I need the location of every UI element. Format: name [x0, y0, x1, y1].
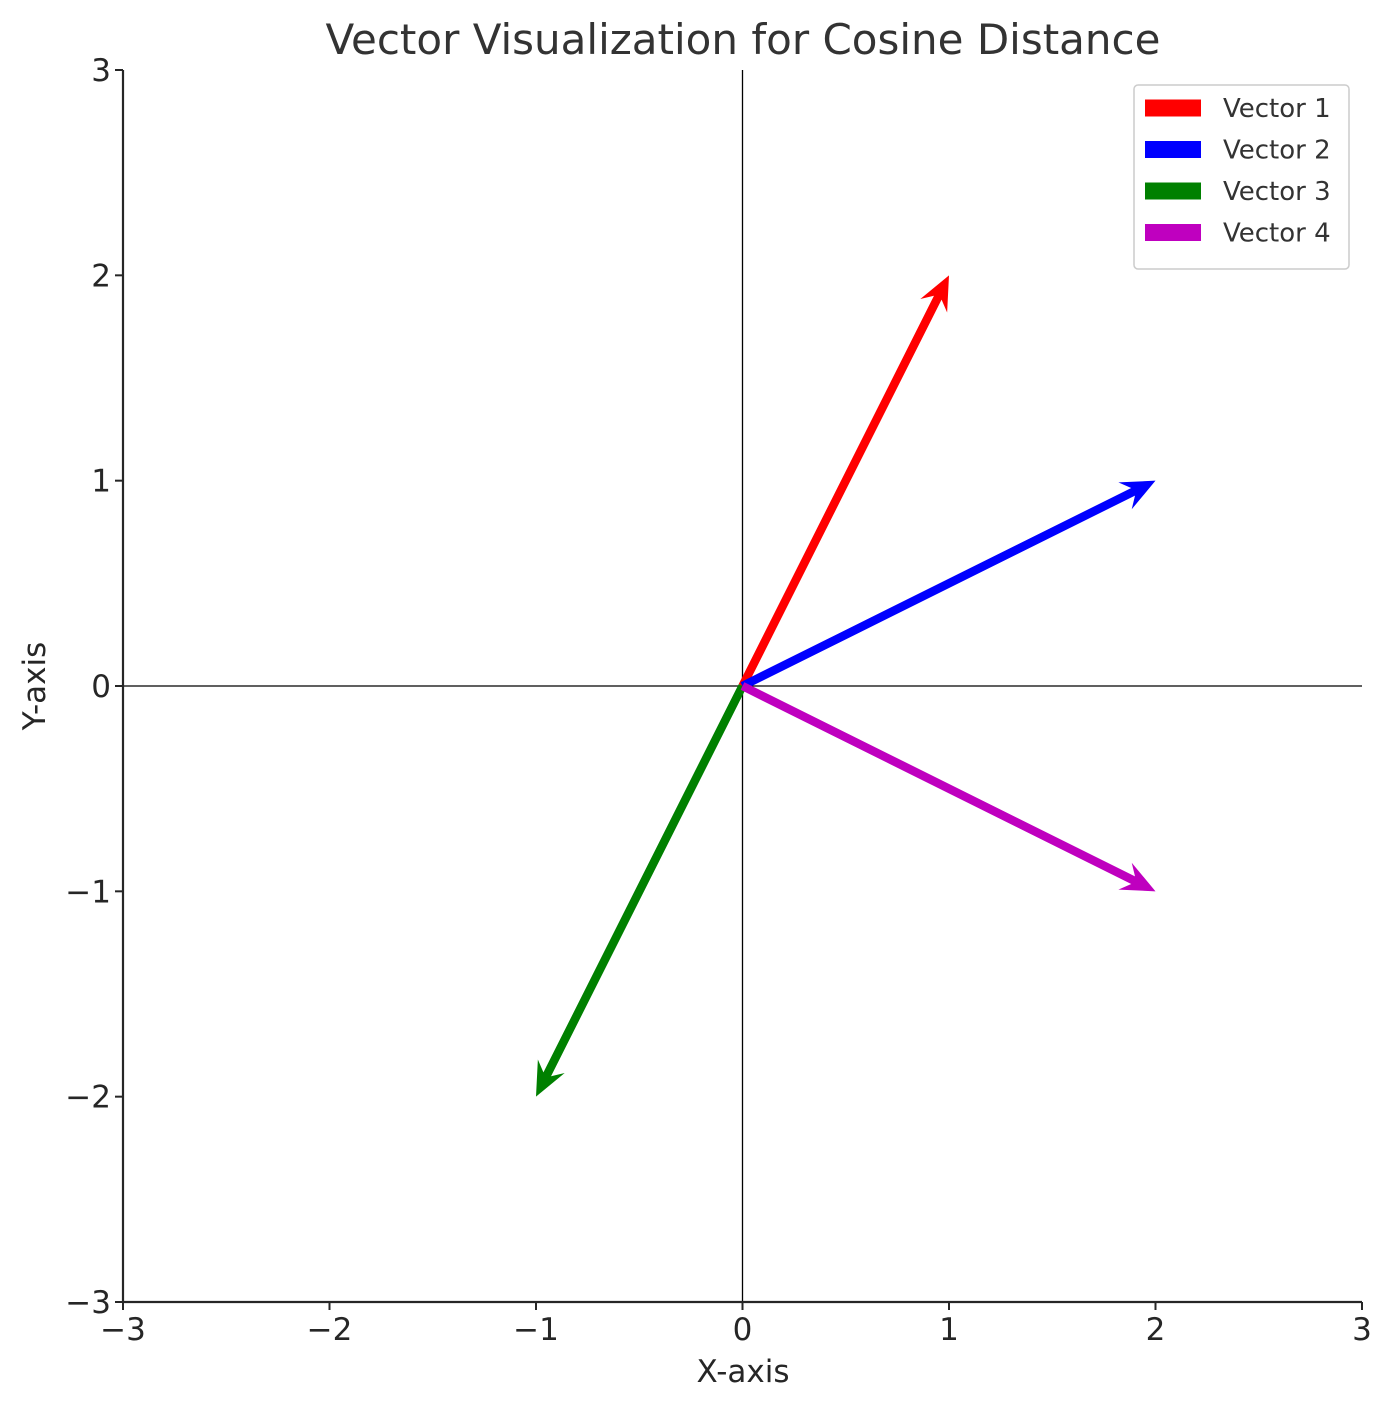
legend-label-3: Vector 3 [1223, 177, 1331, 207]
vector-arrow-2 [740, 480, 1156, 690]
legend-label-2: Vector 2 [1223, 136, 1331, 166]
x-tick-label: 3 [1352, 1312, 1372, 1348]
y-tick-label: 2 [91, 258, 111, 294]
legend-label-1: Vector 1 [1223, 94, 1331, 124]
y-tick-label: 3 [91, 53, 111, 89]
legend-swatch-3 [1145, 182, 1201, 200]
x-tick-label: −3 [100, 1312, 146, 1348]
vector-arrow-1 [738, 275, 949, 688]
vector-arrow-3 [536, 684, 747, 1097]
y-tick-label: 0 [91, 669, 111, 705]
y-axis-label: Y-axis [17, 642, 53, 732]
y-tick-label: 1 [91, 464, 111, 500]
y-tick-label: −2 [65, 1080, 111, 1116]
legend-label-4: Vector 4 [1223, 219, 1331, 249]
legend-box [1133, 84, 1350, 270]
legend-swatch-2 [1145, 141, 1201, 158]
x-tick-label: −2 [307, 1312, 353, 1348]
y-tick-label: −3 [65, 1285, 111, 1321]
legend-swatch-4 [1145, 224, 1201, 241]
x-tick-label: 0 [733, 1312, 753, 1348]
y-tick-label: −1 [65, 874, 111, 910]
legend: Vector 1 Vector 2 Vector 3 Vector 4 [1133, 84, 1350, 270]
x-axis-label: X-axis [697, 1354, 790, 1390]
tick-labels: −3 −2 −1 0 1 2 3 −3 −2 −1 0 1 2 3 [65, 53, 1372, 1348]
x-tick-label: 1 [939, 1312, 959, 1348]
chart-title: Vector Visualization for Cosine Distance [326, 15, 1161, 64]
x-tick-label: −1 [513, 1312, 559, 1348]
legend-swatch-1 [1145, 99, 1201, 117]
vector-arrow-4 [740, 682, 1156, 892]
vector-arrows [536, 275, 1156, 1097]
x-tick-label: 2 [1146, 1312, 1166, 1348]
